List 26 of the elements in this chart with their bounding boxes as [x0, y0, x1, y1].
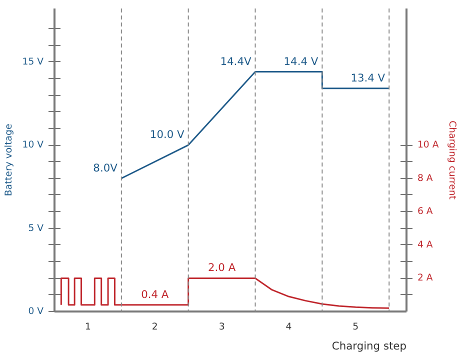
annotation: 2.0 A — [208, 261, 236, 274]
y-tick-label: 10 V — [22, 140, 44, 151]
y2-axis-title: Charging current — [446, 120, 458, 200]
y2-tick-label: 8 A — [418, 172, 434, 184]
x-tick-label: 2 — [152, 322, 158, 332]
annotation: 14.4 V — [284, 54, 319, 68]
y2-tick-label: 10 A — [418, 140, 440, 151]
x-tick-label: 4 — [286, 322, 292, 332]
y-tick-label: 15 V — [22, 56, 44, 68]
annotation: 13.4 V — [350, 71, 386, 84]
line-series — [120, 71, 390, 180]
y-axis-title: Battery voltage — [3, 124, 14, 196]
y2-tick-label: 6 A — [418, 206, 434, 218]
line-series — [60, 277, 390, 309]
x-tick-label: 1 — [84, 322, 91, 332]
y2-tick-label: 2 A — [418, 272, 434, 284]
annotation: 14.4V — [220, 54, 252, 68]
x-tick-label: 3 — [218, 322, 225, 332]
y-tick-label: 5 V — [28, 222, 44, 234]
x-tick-label: 5 — [352, 322, 359, 332]
annotation: 0.4 A — [141, 288, 170, 301]
annotation: 8.0V — [93, 161, 118, 174]
x-axis-title: Charging step — [332, 340, 407, 352]
annotation: 10.0 V — [150, 128, 186, 142]
y-tick-label: 0 V — [28, 306, 44, 317]
y2-tick-label: 4 A — [418, 239, 434, 250]
